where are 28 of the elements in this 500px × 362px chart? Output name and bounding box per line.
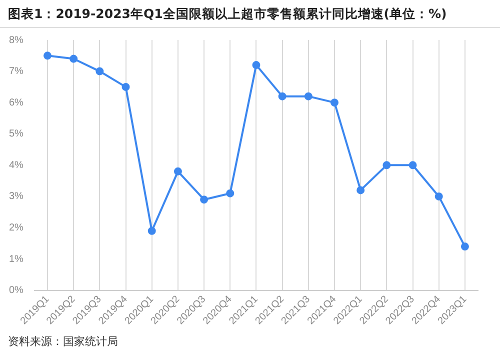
chart-title: 图表1：2019-2023年Q1全国限额以上超市零售额累计同比增速(单位：%) xyxy=(8,6,447,23)
point xyxy=(226,189,234,198)
point xyxy=(278,92,286,100)
point xyxy=(70,54,78,63)
point xyxy=(174,167,182,176)
point xyxy=(460,242,469,251)
y-tick-label: 6% xyxy=(9,97,24,108)
point xyxy=(356,186,365,194)
y-tick-label: 0% xyxy=(9,285,24,296)
text: 资料来源：国家统计局 xyxy=(8,334,118,349)
y-tick-label: 2% xyxy=(9,222,24,234)
point xyxy=(382,161,391,170)
point xyxy=(200,196,208,204)
point xyxy=(96,67,104,76)
point xyxy=(434,192,443,200)
y-tick-label: 1% xyxy=(9,254,24,265)
point xyxy=(252,61,260,70)
point xyxy=(304,92,312,100)
point xyxy=(408,161,417,170)
y-tick-label: 3% xyxy=(9,191,24,202)
y-tick-label: 7% xyxy=(9,66,24,78)
point xyxy=(44,52,52,60)
point xyxy=(122,82,130,91)
y-tick-label: 8% xyxy=(9,34,24,46)
point xyxy=(148,226,156,235)
y-tick-label: 4% xyxy=(9,160,24,171)
point xyxy=(330,98,338,107)
y-tick-label: 5% xyxy=(9,128,24,140)
